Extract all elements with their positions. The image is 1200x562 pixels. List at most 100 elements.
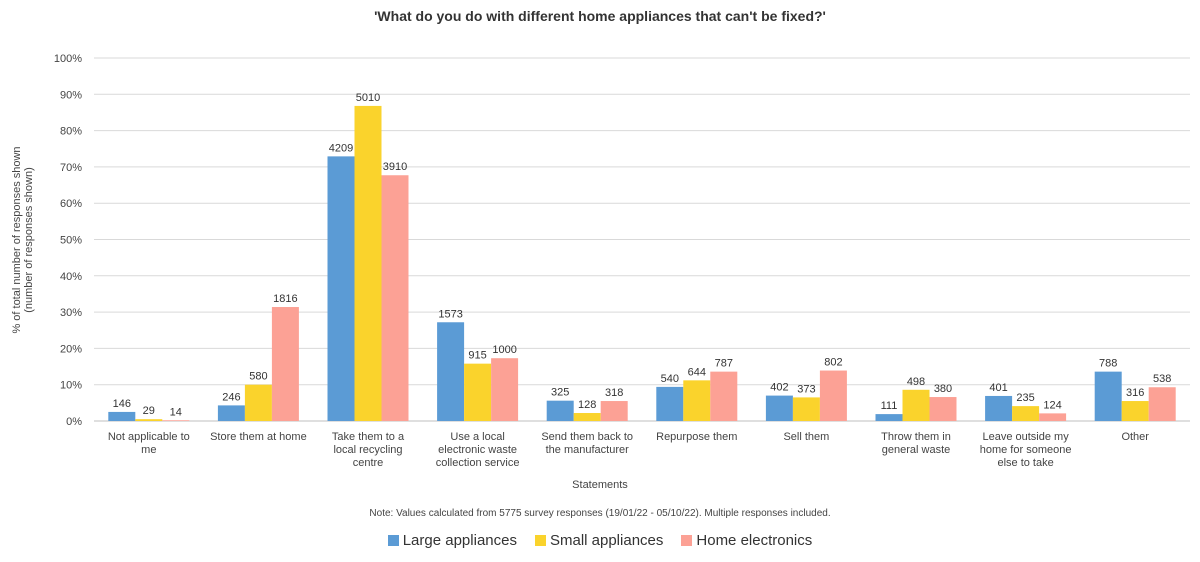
- y-tick-label: 20%: [60, 343, 82, 355]
- x-tick-label-line: Repurpose them: [656, 431, 737, 443]
- y-tick-label: 100%: [54, 53, 82, 65]
- bar: [437, 322, 465, 421]
- bar: [135, 419, 163, 421]
- x-tick-label: Not applicable to me: [108, 431, 190, 456]
- data-label: 14: [170, 406, 182, 418]
- bar: [354, 105, 382, 421]
- bar: [929, 397, 957, 421]
- data-label: 1816: [273, 293, 297, 305]
- x-tick-label: Use a local electronic waste collection se…: [436, 431, 520, 469]
- x-tick-label-line: centre: [353, 457, 384, 469]
- data-label: 915: [468, 350, 486, 362]
- bar: [656, 386, 684, 421]
- data-label: 3910: [383, 161, 407, 173]
- legend-label: Home electronics: [696, 532, 813, 549]
- bar: [1121, 401, 1149, 421]
- x-tick-label-line: the manufacturer: [546, 444, 629, 456]
- x-tick-label-line: me: [141, 444, 156, 456]
- x-tick-label-line: Store them at home: [210, 431, 307, 443]
- y-tick-label: 60%: [60, 198, 82, 210]
- data-label: 402: [770, 382, 788, 394]
- x-tick-label-line: Sell them: [783, 431, 829, 443]
- data-label: 580: [249, 371, 267, 383]
- bar: [271, 307, 299, 421]
- data-label: 644: [688, 366, 706, 378]
- legend-label: Large appliances: [402, 532, 517, 549]
- x-tick-label-line: general waste: [882, 444, 951, 456]
- data-label: 4209: [329, 142, 353, 154]
- data-label: 5010: [356, 92, 380, 104]
- legend-item-home-electronics: Home electronics: [681, 532, 812, 549]
- data-label: 401: [989, 382, 1007, 394]
- y-tick-label: 30%: [60, 307, 82, 319]
- data-label: 316: [1126, 387, 1144, 399]
- legend-swatch: [387, 535, 399, 546]
- bar: [464, 363, 492, 421]
- bar: [381, 175, 409, 421]
- y-tick-label: 40%: [60, 271, 82, 283]
- data-label: 246: [222, 391, 240, 403]
- y-tick-label: 10%: [60, 380, 82, 392]
- bar: [1039, 413, 1067, 421]
- data-label: 1000: [492, 344, 516, 356]
- x-tick-label-line: else to take: [997, 457, 1053, 469]
- legend-label: Small appliances: [549, 532, 664, 549]
- chart-title: 'What do you do with different home appl…: [374, 8, 826, 24]
- x-axis-label: Statements: [572, 479, 628, 491]
- bar: [902, 389, 930, 421]
- data-label: 1573: [438, 308, 462, 320]
- legend-item-small-appliances: Small appliances: [534, 532, 664, 549]
- x-tick-label: Leave outside my home for someone else to …: [980, 431, 1072, 469]
- bar: [710, 371, 738, 421]
- y-tick-label: 80%: [60, 126, 82, 138]
- bar: [985, 395, 1013, 421]
- data-label: 325: [551, 387, 569, 399]
- x-tick-label-line: Send them back to: [541, 431, 633, 443]
- data-label: 538: [1153, 373, 1171, 385]
- bar: [683, 380, 711, 421]
- data-label: 146: [113, 398, 131, 410]
- data-label: 787: [715, 358, 733, 370]
- bar: [819, 370, 847, 421]
- data-label: 540: [661, 373, 679, 385]
- x-tick-label-line: collection service: [436, 457, 520, 469]
- x-tick-label-line: Take them to a: [332, 431, 405, 443]
- bar: [1012, 406, 1040, 421]
- data-label: 498: [907, 376, 925, 388]
- bar: [600, 401, 628, 421]
- legend-item-large-appliances: Large appliances: [387, 532, 517, 549]
- data-label: 111: [881, 400, 898, 412]
- chart-note: Note: Values calculated from 5775 survey…: [369, 508, 831, 519]
- y-tick-label: 50%: [60, 235, 82, 247]
- legend-swatch: [534, 535, 546, 546]
- bar: [108, 411, 136, 421]
- bar: [162, 420, 190, 421]
- data-label: 318: [605, 387, 623, 399]
- bar: [327, 156, 355, 422]
- x-tick-label: Other: [1121, 431, 1149, 443]
- x-tick-label: Repurpose them: [656, 431, 737, 443]
- data-label: 373: [797, 383, 815, 395]
- bar: [875, 414, 903, 421]
- x-tick-label: Store them at home: [210, 431, 307, 443]
- x-tick-label-line: home for someone: [980, 444, 1072, 456]
- bar: [244, 384, 272, 421]
- bar: [217, 405, 245, 421]
- data-label: 235: [1016, 392, 1034, 404]
- x-tick-label-line: local recycling: [333, 444, 402, 456]
- legend-swatch: [681, 535, 693, 546]
- x-tick-label-line: Throw them in: [881, 431, 951, 443]
- bar: [1094, 371, 1122, 421]
- data-label: 802: [824, 357, 842, 369]
- data-label: 128: [578, 399, 596, 411]
- x-tick-label: Send them back to the manufacturer: [541, 431, 633, 456]
- x-tick-label-line: Leave outside my: [982, 431, 1069, 443]
- x-tick-label-line: Other: [1121, 431, 1149, 443]
- x-tick-label: Take them to a local recycling centre: [332, 431, 405, 469]
- bar: [573, 413, 601, 421]
- bar: [792, 397, 820, 421]
- x-tick-label: Sell them: [783, 431, 829, 443]
- data-label: 788: [1099, 358, 1117, 370]
